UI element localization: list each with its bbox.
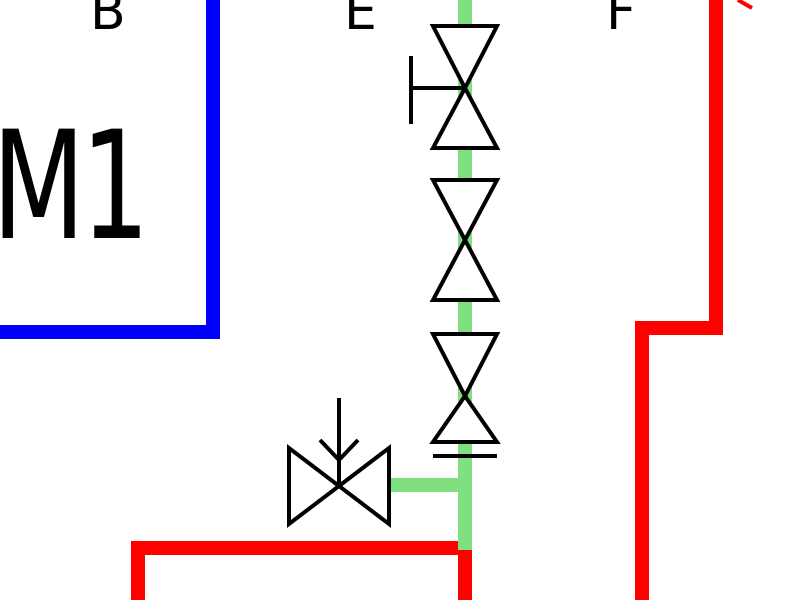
red-pipe-right [635, 0, 723, 600]
check-valve-icon[interactable] [429, 332, 501, 458]
red-pipe-bottom [131, 541, 472, 600]
hand-valve-icon[interactable] [409, 24, 501, 150]
label-b: B [90, 0, 126, 42]
blue-pipe [0, 0, 220, 339]
red-pipe-stub [737, 0, 753, 10]
label-m1: M1 [0, 100, 150, 274]
solenoid-valve-icon[interactable] [287, 398, 391, 529]
valve-icon[interactable] [429, 178, 501, 302]
label-e: E [344, 0, 377, 42]
label-f: F [606, 0, 636, 42]
